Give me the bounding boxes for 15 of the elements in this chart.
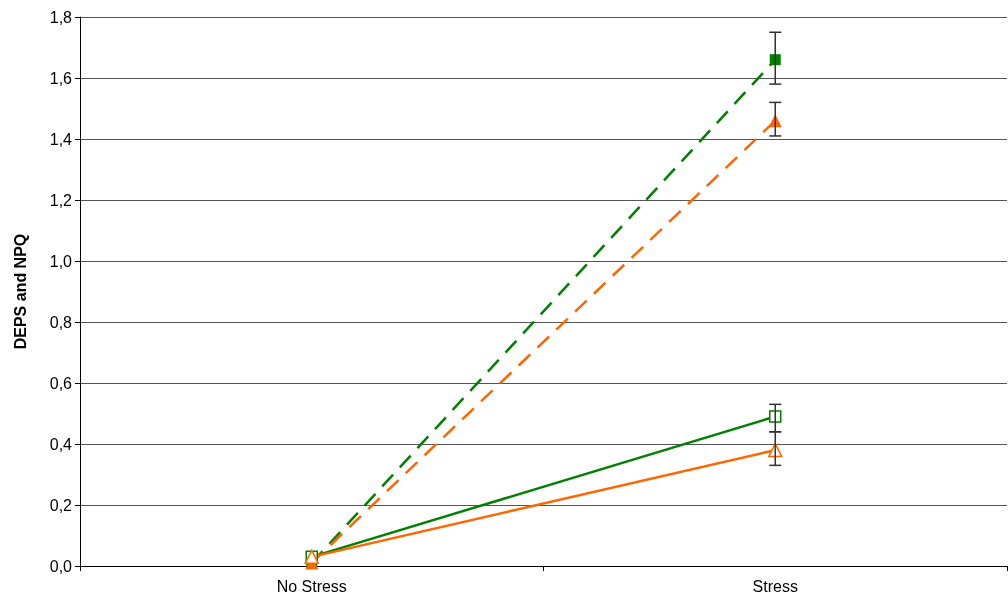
point [769,410,782,423]
y-tick-label: 0,2 [49,496,73,514]
y-tick-label: 1,2 [49,191,73,209]
y-tick-label: 0,0 [49,557,73,575]
y-tick-label: 1,0 [49,252,73,270]
y-tick-label: 1,4 [49,130,73,148]
y-tick-label: 1,6 [49,69,73,87]
y-axis-title: DEPS and NPQ [11,233,29,350]
y-tick-label: 0,8 [49,313,73,331]
y-tick-label: 0,4 [49,435,73,453]
x-tick-label: Stress [752,577,798,595]
x-tick-label: No Stress [276,577,347,595]
point [769,54,781,66]
y-tick-label: 0,6 [49,374,73,392]
y-tick-label: 1,8 [49,8,73,26]
